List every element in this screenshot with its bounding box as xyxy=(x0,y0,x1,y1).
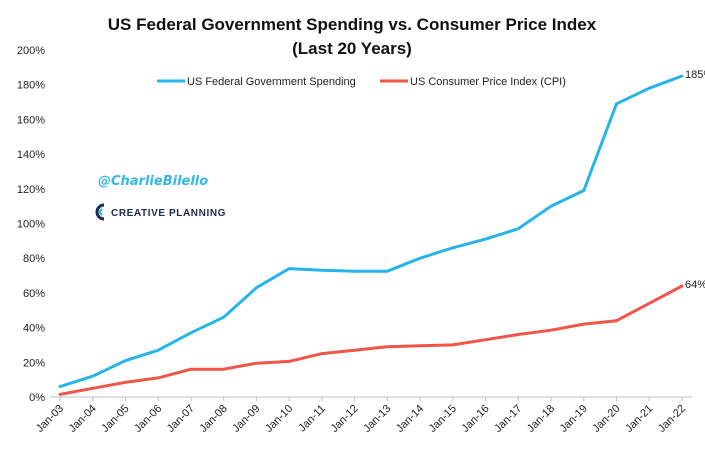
creative-planning-logo-icon xyxy=(95,203,105,221)
y-tick-label: 20% xyxy=(23,357,45,369)
series-end-label: 185% xyxy=(685,69,705,81)
y-tick-label: 160% xyxy=(17,114,45,126)
legend-label-cpi: US Consumer Price Index (CPI) xyxy=(410,76,566,88)
series-line-cpi xyxy=(58,284,684,396)
x-tick-label: Jan-13 xyxy=(361,403,393,435)
x-tick-label: Jan-15 xyxy=(427,403,459,435)
x-tick-label: Jan-04 xyxy=(67,403,99,435)
y-tick-label: 80% xyxy=(23,253,45,265)
x-tick-label: Jan-11 xyxy=(296,403,328,435)
y-tick-label: 140% xyxy=(17,149,45,161)
y-tick-label: 0% xyxy=(29,392,45,404)
chart-subtitle: (Last 20 Years) xyxy=(292,39,412,58)
y-tick-label: 120% xyxy=(17,184,45,196)
y-tick-label: 40% xyxy=(23,323,45,335)
y-tick-label: 100% xyxy=(17,219,45,231)
x-tick-label: Jan-19 xyxy=(558,403,590,435)
x-tick-label: Jan-08 xyxy=(198,403,230,435)
watermark-brand: CREATIVE PLANNING xyxy=(111,208,226,219)
series-end-label: 64% xyxy=(685,279,705,291)
y-tick-label: 180% xyxy=(17,80,45,92)
x-tick-label: Jan-09 xyxy=(230,403,262,435)
watermark: @CharlieBilello CREATIVE PLANNING xyxy=(95,174,226,221)
watermark-handle: @CharlieBilello xyxy=(98,174,208,189)
x-tick-label: Jan-22 xyxy=(656,403,688,435)
x-tick-label: Jan-12 xyxy=(328,403,360,435)
x-tick-label: Jan-07 xyxy=(165,403,197,435)
legend-label-spending: US Federal Government Spending xyxy=(187,76,356,88)
x-axis: Jan-03 Jan-04 Jan-05 Jan-06 Jan-07 Jan-08 Jan-… xyxy=(34,396,692,435)
x-tick-label: Jan-14 xyxy=(394,403,426,435)
chart-title: US Federal Government Spending vs. Consu… xyxy=(108,15,597,34)
x-tick-label: Jan-06 xyxy=(132,403,164,435)
series-layer: 185% 64% xyxy=(58,69,705,396)
y-tick-label: 200% xyxy=(17,45,45,57)
x-tick-label: Jan-05 xyxy=(99,403,131,435)
legend: US Federal Government Spending US Consum… xyxy=(157,76,566,88)
x-tick-label: Jan-21 xyxy=(623,403,655,435)
y-axis: 0% 20% 40% 60% 80% 100% 120% 140% 160% 180% 200% xyxy=(17,45,45,404)
x-tick-label: Jan-03 xyxy=(34,403,66,435)
series-line-spending xyxy=(58,74,684,389)
y-tick-label: 60% xyxy=(23,288,45,300)
x-tick-label: Jan-10 xyxy=(263,403,295,435)
x-tick-label: Jan-17 xyxy=(492,403,524,435)
x-tick-label: Jan-16 xyxy=(459,403,491,435)
x-tick-label: Jan-20 xyxy=(590,403,622,435)
x-tick-label: Jan-18 xyxy=(525,403,557,435)
